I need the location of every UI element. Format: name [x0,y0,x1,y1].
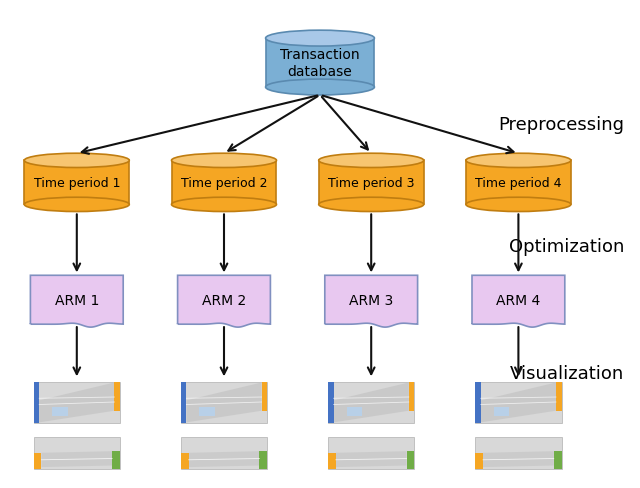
Bar [466,161,571,205]
Bar [33,382,39,424]
Bar [406,451,415,468]
Ellipse shape [466,198,571,212]
Bar [180,382,186,424]
Bar [172,161,276,205]
Polygon shape [483,451,554,467]
Bar [266,39,374,88]
Polygon shape [177,276,270,327]
Ellipse shape [266,80,374,96]
Bar [328,453,336,468]
Bar [200,407,215,416]
Text: Time period 1: Time period 1 [33,177,120,189]
Bar [328,382,333,424]
Bar [476,382,562,424]
Text: Time period 3: Time period 3 [328,177,415,189]
Text: Preprocessing: Preprocessing [498,116,624,133]
Text: Transaction
database: Transaction database [280,48,360,79]
Bar [319,161,424,205]
Text: ARM 4: ARM 4 [496,293,541,307]
Bar [554,451,562,468]
Bar [476,382,481,424]
Bar [33,382,120,424]
Ellipse shape [319,198,424,212]
Ellipse shape [172,198,276,212]
Bar [259,451,268,468]
Text: Optimization: Optimization [509,238,624,255]
Polygon shape [39,383,115,423]
Bar [476,453,483,468]
Polygon shape [324,276,417,327]
Bar [328,382,415,424]
Bar [347,407,362,416]
Ellipse shape [172,154,276,168]
Polygon shape [333,383,409,423]
Polygon shape [186,383,262,423]
Bar [262,382,268,411]
Ellipse shape [466,154,571,168]
Bar [328,437,415,468]
Bar [24,161,129,205]
Bar [180,453,189,468]
Text: Time period 2: Time period 2 [180,177,268,189]
Bar [33,453,42,468]
Bar [112,451,120,468]
Polygon shape [481,383,556,423]
Bar [409,382,415,411]
Bar [33,437,120,468]
Bar [476,437,562,468]
Text: ARM 1: ARM 1 [54,293,99,307]
Polygon shape [31,276,123,327]
Polygon shape [336,451,406,467]
Bar [494,407,509,416]
Polygon shape [189,451,259,467]
Bar [180,382,268,424]
Ellipse shape [24,198,129,212]
Bar [556,382,562,411]
Bar [180,437,268,468]
Ellipse shape [266,31,374,47]
Text: Visualization: Visualization [509,365,624,382]
Polygon shape [472,276,565,327]
Ellipse shape [24,154,129,168]
Text: ARM 3: ARM 3 [349,293,394,307]
Ellipse shape [319,154,424,168]
Bar [115,382,120,411]
Bar [52,407,68,416]
Text: ARM 2: ARM 2 [202,293,246,307]
Polygon shape [42,451,112,467]
Text: Time period 4: Time period 4 [475,177,562,189]
